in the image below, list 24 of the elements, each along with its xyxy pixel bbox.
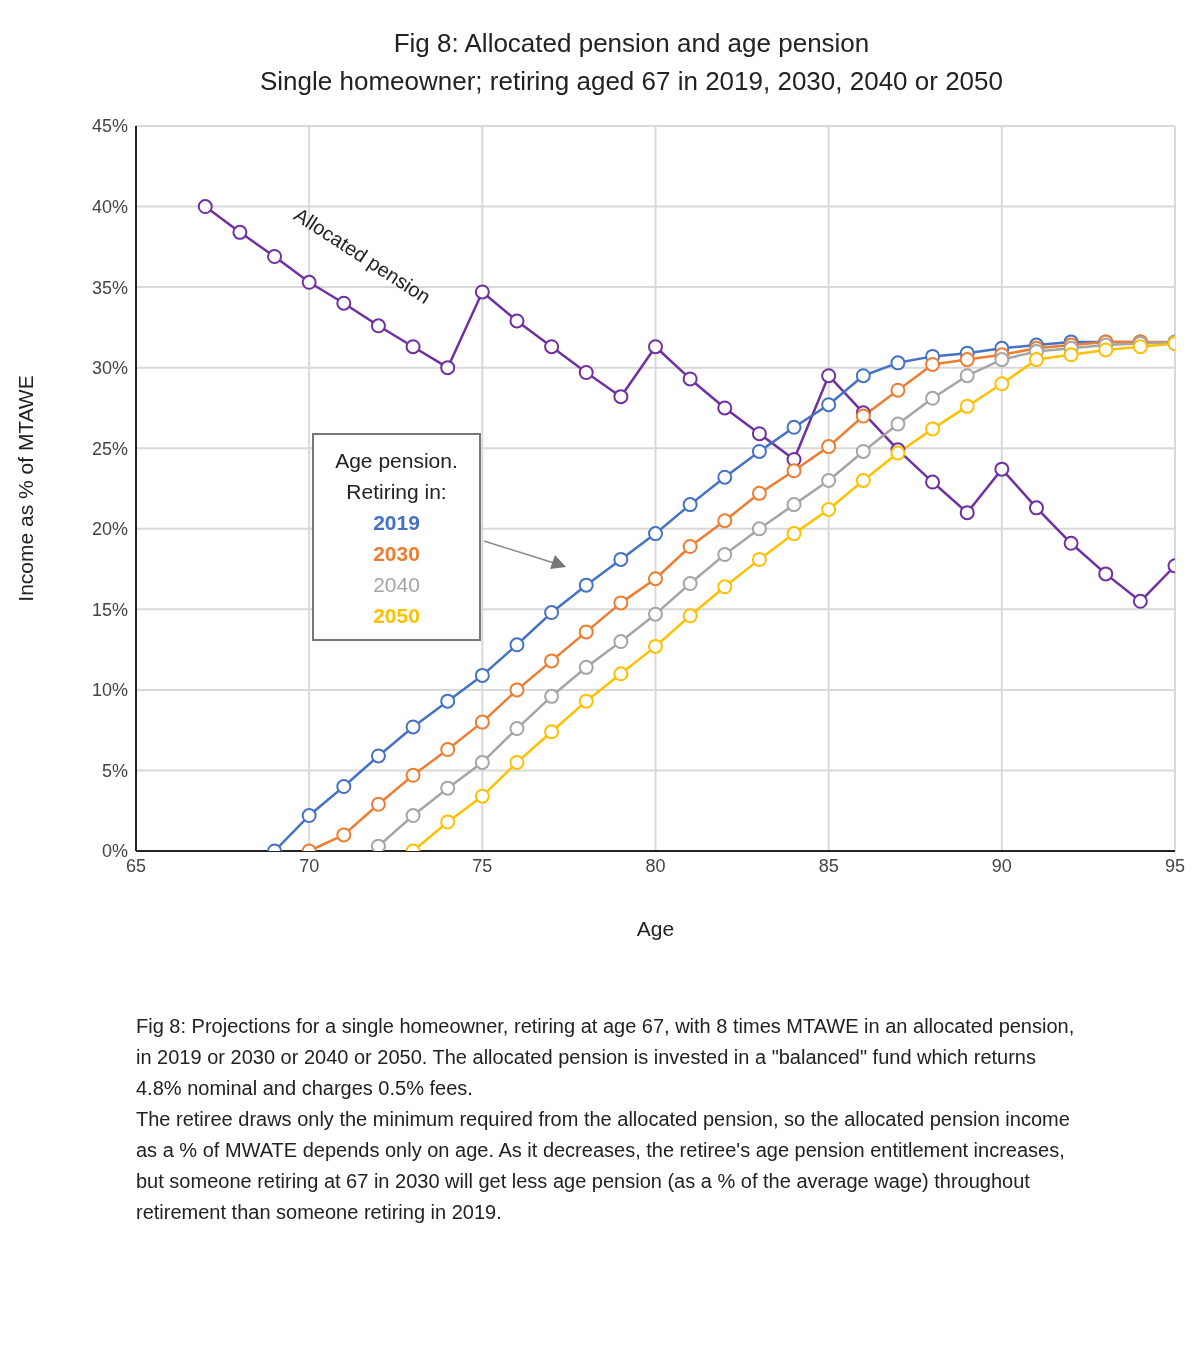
y-tick-label: 25% <box>91 438 128 459</box>
y-tick-label: 35% <box>91 277 128 298</box>
chart-title: Fig 8: Allocated pension and age pension <box>392 27 871 60</box>
y-axis-title: Income as % of MTAWE <box>14 375 38 602</box>
x-tick-label: 85 <box>818 855 839 876</box>
y-tick-label: 30% <box>91 358 128 379</box>
chart-subtitle: Single homeowner; retiring aged 67 in 2019, 2030, 2040 or 2050 <box>259 65 1004 98</box>
x-axis-title: Age <box>636 917 675 940</box>
y-tick-label: 0% <box>101 841 128 862</box>
text: The retiree draws only the minimum required from the allocated pension, so the allocated pension income as a % of MWATE depends only on age. As it decreases, the retiree's age pension entitlement increases, but someone retiring at 67 in 2030 will get less age pension (as a % of the average wage) throughout retirement than someone retiring in 2019. <box>136 1107 1071 1225</box>
y-tick-label: 10% <box>91 680 128 701</box>
legend-box: Age pension. Retiring in: 2019 2030 2040 2050 <box>312 433 481 641</box>
y-tick-label: 15% <box>91 599 128 620</box>
x-tick-label: 75 <box>472 855 493 876</box>
x-tick-label: 80 <box>645 855 666 876</box>
x-tick-label: 95 <box>1164 855 1186 876</box>
y-tick-label: 20% <box>91 519 128 540</box>
y-tick-label: 5% <box>101 760 128 781</box>
caption: Fig 8: Projections for a single homeowner, retiring at age 67, with 8 times MTAWE in an allocated pension, in 2019 or 2030 or 2040 or 2050. The allocated pension is invested in a "balanced" fund which returns 4.8% nominal and charges 0.5% fees. <box>136 1014 1076 1101</box>
x-tick-label: 70 <box>299 855 320 876</box>
legend-title: Age pension. Retiring in: <box>334 448 459 505</box>
y-tick-label: 40% <box>91 196 128 217</box>
x-tick-label: 90 <box>991 855 1012 876</box>
y-tick-label: 45% <box>91 116 128 137</box>
